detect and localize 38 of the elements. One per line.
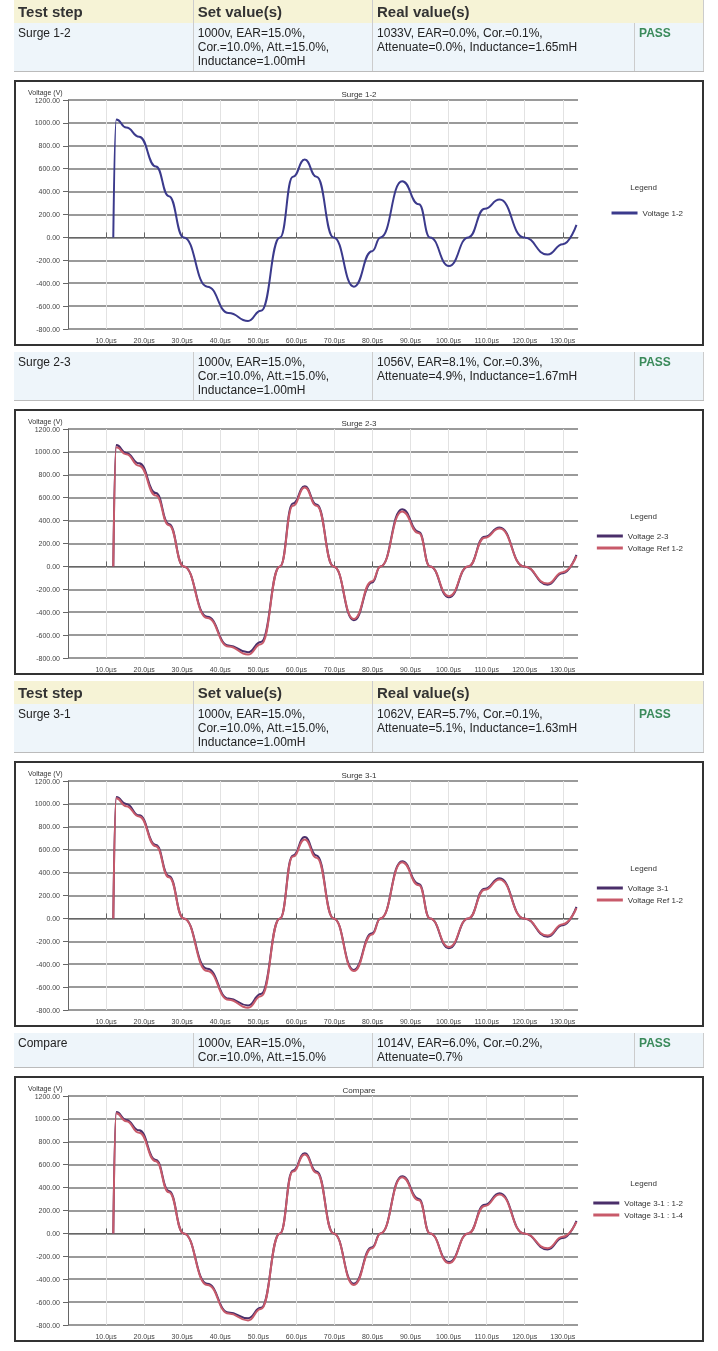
text: Test step (14, 0, 194, 23)
legend-label: Voltage Ref 1-2 (627, 895, 684, 905)
legend-title: Legend (630, 511, 658, 521)
text: 1000v, EAR=15.0%, Cor.=10.0%, Att.=15.0%, Inductance=1.00mH (193, 352, 373, 401)
text: 1014V, EAR=6.0%, Cor.=0.2%, Attenuate=0.7% (372, 1033, 635, 1068)
legend-label: Voltage 1-2 (642, 208, 684, 218)
legend-label: Voltage 3-1 : 1-4 (624, 1210, 684, 1220)
text: 1000v, EAR=15.0%, Cor.=10.0%, Att.=15.0% (193, 1033, 373, 1068)
text: Real value(s) (372, 681, 704, 704)
legend-label: Voltage 3-1 (627, 883, 669, 893)
text: Real value(s) (372, 0, 704, 23)
legend-title: Legend (630, 1178, 658, 1188)
legend-title: Legend (630, 863, 658, 873)
legend-label: Voltage Ref 1-2 (627, 543, 684, 553)
legend-title: Legend (630, 182, 658, 192)
legend-label: Voltage 3-1 : 1-2 (624, 1198, 684, 1208)
text: Set value(s) (193, 0, 373, 23)
text: PASS (634, 352, 704, 401)
text: 1033V, EAR=0.0%, Cor.=0.1%, Attenuate=0.0%, Inductance=1.65mH (372, 23, 635, 72)
line-series (112, 118, 578, 322)
text: Compare (14, 1033, 194, 1068)
chart-title: Surge 1-2 (341, 89, 378, 99)
text: 1000v, EAR=15.0%, Cor.=10.0%, Att.=15.0%, Inductance=1.00mH (193, 23, 373, 72)
text: PASS (634, 704, 704, 753)
text: 1062V, EAR=5.7%, Cor.=0.1%, Attenuate=5.1%, Inductance=1.63mH (372, 704, 635, 753)
legend-label: Voltage 2-3 (627, 531, 669, 541)
text: Surge 2-3 (14, 352, 194, 401)
text: Set value(s) (193, 681, 373, 704)
text: PASS (634, 1033, 704, 1068)
text: Test step (14, 681, 194, 704)
chart-title: Surge 2-3 (341, 418, 378, 428)
text: PASS (634, 23, 704, 72)
text: Surge 3-1 (14, 704, 194, 753)
chart-title: Compare (342, 1085, 376, 1095)
text: 1056V, EAR=8.1%, Cor.=0.3%, Attenuate=4.9%, Inductance=1.67mH (372, 352, 635, 401)
text: Surge 1-2 (14, 23, 194, 72)
text: 1000v, EAR=15.0%, Cor.=10.0%, Att.=15.0%, Inductance=1.00mH (193, 704, 373, 753)
chart-title: Surge 3-1 (341, 770, 378, 780)
